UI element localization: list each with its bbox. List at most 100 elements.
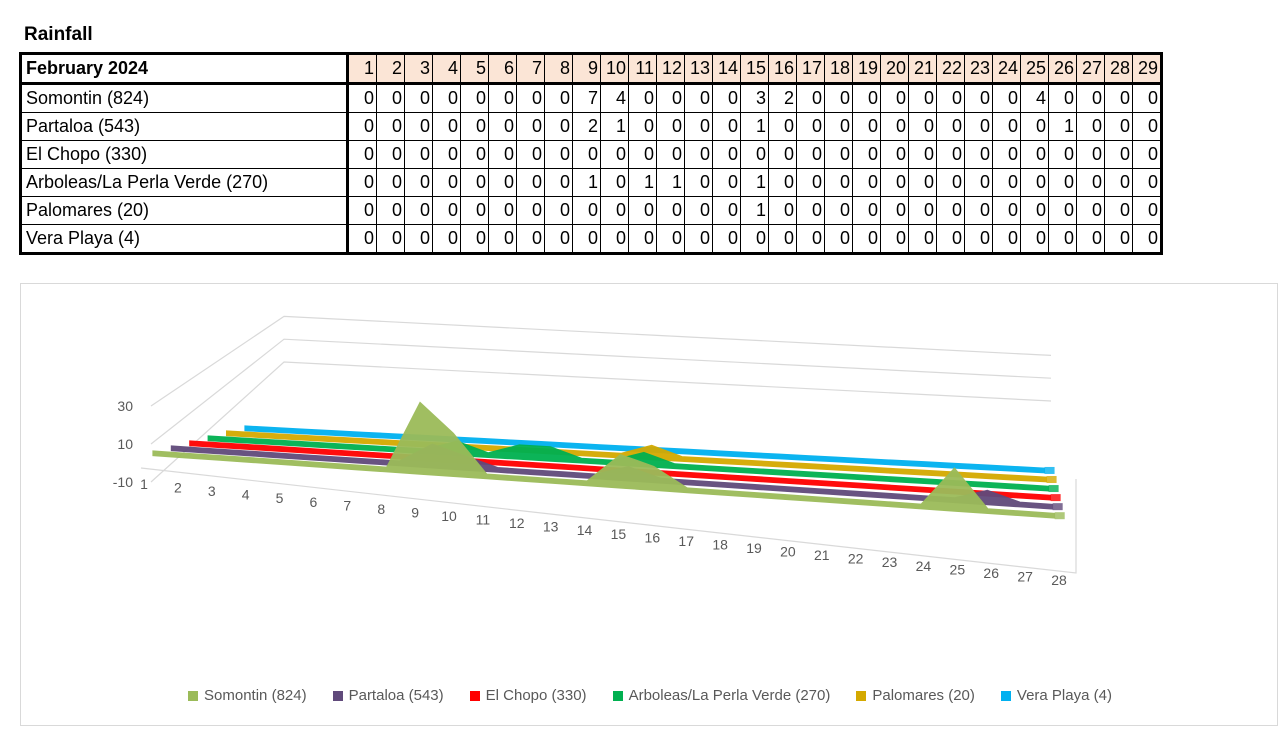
day-header: 12 <box>656 53 685 85</box>
rainfall-value: 0 <box>488 112 517 141</box>
day-header: 4 <box>432 53 461 85</box>
table-body: Somontin (824) 0 0 0 0 0 0 0 0 7 4 0 0 0 0 3 2 0 0 0 0 0 0 0 0 4 0… <box>20 83 1162 254</box>
rainfall-value: 0 <box>992 83 1021 113</box>
rainfall-value: 0 <box>880 140 909 169</box>
rainfall-value: 0 <box>1104 112 1133 141</box>
rainfall-value: 0 <box>852 224 881 254</box>
rainfall-value: 0 <box>1076 168 1105 197</box>
x-tick-label: 22 <box>848 551 864 567</box>
rainfall-value: 1 <box>572 168 601 197</box>
rainfall-value: 0 <box>600 168 629 197</box>
chart-legend: Somontin (824) Partaloa (543) El Chopo (33… <box>21 687 1279 704</box>
x-tick-label: 15 <box>611 526 627 542</box>
rainfall-value: 0 <box>964 112 993 141</box>
rainfall-value: 0 <box>516 224 545 254</box>
station-name: Palomares (20) <box>20 196 349 225</box>
rainfall-value: 0 <box>796 83 825 113</box>
rainfall-value: 0 <box>460 83 489 113</box>
rainfall-value: 0 <box>1076 83 1105 113</box>
rainfall-value: 0 <box>516 140 545 169</box>
rainfall-value: 0 <box>852 83 881 113</box>
day-header: 18 <box>824 53 853 85</box>
day-header: 24 <box>992 53 1021 85</box>
rainfall-value: 0 <box>516 112 545 141</box>
legend-label: Arboleas/La Perla Verde (270) <box>628 687 831 704</box>
rainfall-value: 0 <box>1048 140 1077 169</box>
legend-label: El Chopo (330) <box>485 687 587 704</box>
x-tick-label: 19 <box>746 540 762 556</box>
rainfall-value: 0 <box>656 196 685 225</box>
rainfall-value: 1 <box>740 196 769 225</box>
rainfall-value: 0 <box>992 196 1021 225</box>
x-tick-label: 5 <box>276 490 284 506</box>
table-row: Partaloa (543) 0 0 0 0 0 0 0 0 2 1 0 0 0 0 1 0 0 0 0 0 0 0 0 0 0 1… <box>20 112 1162 141</box>
day-header: 13 <box>684 53 713 85</box>
rainfall-value: 0 <box>432 224 461 254</box>
series-end-cap <box>1046 476 1057 484</box>
legend-entry: Palomares (20) <box>856 687 975 704</box>
rainfall-value: 0 <box>1048 196 1077 225</box>
day-header: 19 <box>852 53 881 85</box>
rainfall-value: 0 <box>908 196 937 225</box>
day-header: 28 <box>1104 53 1133 85</box>
rainfall-value: 0 <box>600 196 629 225</box>
rainfall-value: 0 <box>628 196 657 225</box>
rainfall-value: 0 <box>347 140 377 169</box>
rainfall-value: 0 <box>768 224 797 254</box>
rainfall-value: 0 <box>936 140 965 169</box>
rainfall-value: 0 <box>824 168 853 197</box>
rainfall-value: 0 <box>964 196 993 225</box>
rainfall-value: 0 <box>684 224 713 254</box>
rainfall-value: 0 <box>796 140 825 169</box>
rainfall-value: 0 <box>768 196 797 225</box>
series-end-cap <box>1048 485 1059 493</box>
x-tick-label: 20 <box>780 544 796 560</box>
x-tick-label: 1 <box>140 476 148 492</box>
table-row: Vera Playa (4) 0 0 0 0 0 0 0 0 0 0 0 0 0 0 0 0 0 0 0 0 0 0 0 0 0 0… <box>20 224 1162 254</box>
rainfall-value: 0 <box>936 112 965 141</box>
x-tick-label: 2 <box>174 480 182 496</box>
gridlines: -10 10 30 <box>113 315 1052 490</box>
rainfall-value: 0 <box>768 112 797 141</box>
rainfall-value: 1 <box>740 168 769 197</box>
rainfall-value: 0 <box>964 140 993 169</box>
rainfall-value: 0 <box>684 196 713 225</box>
legend-entry: Vera Playa (4) <box>1000 687 1112 704</box>
rainfall-value: 0 <box>1020 112 1049 141</box>
series-group <box>152 401 1065 520</box>
rainfall-value: 0 <box>1020 196 1049 225</box>
x-axis-labels: 1 2 3 4 5 6 7 8 9 10 11 12 13 14 15 16 17 18 19 20 21 22 23 24 2… <box>140 476 1067 588</box>
rainfall-value: 0 <box>1048 224 1077 254</box>
day-header: 27 <box>1076 53 1105 85</box>
day-header: 15 <box>740 53 769 85</box>
rainfall-value: 0 <box>824 112 853 141</box>
rainfall-value: 0 <box>712 112 741 141</box>
table-row: Arboleas/La Perla Verde (270) 0 0 0 0 0 0 0 0 1 0 1… <box>20 168 1162 197</box>
day-header: 16 <box>768 53 797 85</box>
rainfall-value: 1 <box>1048 112 1077 141</box>
x-tick-label: 21 <box>814 547 830 563</box>
x-tick-label: 23 <box>882 554 898 570</box>
rainfall-value: 0 <box>488 83 517 113</box>
rainfall-value: 0 <box>824 140 853 169</box>
rainfall-value: 0 <box>908 224 937 254</box>
rainfall-value: 0 <box>432 112 461 141</box>
legend-label: Palomares (20) <box>872 687 975 704</box>
legend-swatch <box>612 690 623 701</box>
rainfall-value: 0 <box>488 224 517 254</box>
rainfall-value: 0 <box>600 224 629 254</box>
y-tick-label: 10 <box>117 436 133 452</box>
rainfall-value: 0 <box>908 112 937 141</box>
legend-label: Partaloa (543) <box>348 687 444 704</box>
rainfall-value: 0 <box>628 112 657 141</box>
legend-swatch <box>856 690 867 701</box>
rainfall-value: 0 <box>488 196 517 225</box>
rainfall-value: 0 <box>544 224 573 254</box>
rainfall-value: 0 <box>656 140 685 169</box>
station-name: Vera Playa (4) <box>20 224 349 254</box>
rainfall-value: 0 <box>432 168 461 197</box>
rainfall-value: 0 <box>712 140 741 169</box>
day-header: 26 <box>1048 53 1077 85</box>
gridline <box>150 338 1052 445</box>
rainfall-value: 0 <box>992 168 1021 197</box>
